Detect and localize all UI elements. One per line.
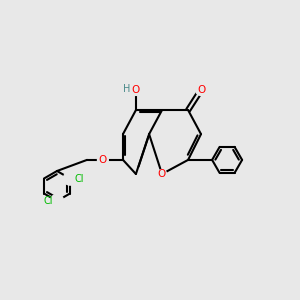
Circle shape [130, 85, 141, 95]
Text: O: O [197, 85, 205, 95]
Text: O: O [132, 85, 140, 95]
Text: O: O [158, 169, 166, 179]
Circle shape [98, 154, 108, 165]
Text: Cl: Cl [74, 173, 84, 184]
Circle shape [50, 194, 64, 208]
Circle shape [158, 169, 166, 178]
Text: H: H [123, 83, 130, 94]
Circle shape [196, 85, 206, 95]
Circle shape [63, 172, 76, 185]
Text: O: O [99, 155, 107, 165]
Text: Cl: Cl [43, 196, 52, 206]
